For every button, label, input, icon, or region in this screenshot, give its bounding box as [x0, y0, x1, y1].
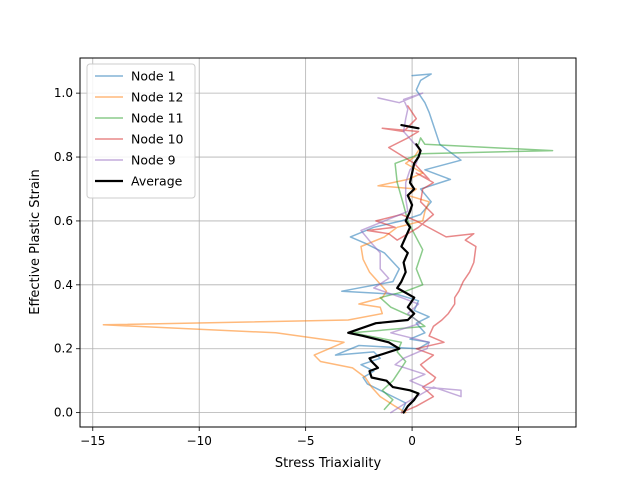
series-line-average-tail — [400, 123, 420, 130]
y-tick-label: 0.0 — [54, 406, 73, 420]
series-line-node-9 — [360, 92, 462, 414]
series-line-node-12 — [102, 149, 430, 414]
series-lines — [102, 73, 554, 414]
legend-label: Node 10 — [131, 132, 184, 147]
y-axis-label: Effective Plastic Strain — [28, 169, 43, 315]
legend-label: Node 9 — [131, 153, 176, 168]
x-axis-label: Stress Triaxiality — [275, 456, 382, 471]
x-tick-label: −15 — [80, 434, 105, 448]
x-axis-ticks: −15 −10 −5 0 5 — [80, 427, 522, 448]
legend: Node 1 Node 12 Node 11 Node 10 Node 9 Average — [86, 63, 196, 199]
legend-label: Node 11 — [131, 111, 184, 126]
y-tick-label: 0.2 — [54, 342, 73, 356]
legend-label: Node 12 — [131, 90, 184, 105]
y-tick-label: 1.0 — [54, 86, 73, 100]
y-tick-label: 0.6 — [54, 214, 73, 228]
plot-frame — [79, 57, 577, 428]
x-tick-label: −10 — [187, 434, 212, 448]
y-tick-label: 0.8 — [54, 150, 73, 164]
legend-label: Node 1 — [131, 69, 176, 84]
y-axis-ticks: 0.0 0.2 0.4 0.6 0.8 1.0 — [54, 86, 80, 420]
y-tick-label: 0.4 — [54, 278, 73, 292]
x-tick-label: −5 — [297, 434, 315, 448]
legend-label: Average — [131, 174, 183, 189]
series-line-node-11 — [351, 137, 554, 411]
x-tick-label: 5 — [515, 434, 523, 448]
series-line-average — [347, 143, 422, 414]
series-line-node-10 — [366, 105, 477, 414]
series-line-node-1 — [334, 73, 462, 414]
x-tick-label: 0 — [408, 434, 416, 448]
